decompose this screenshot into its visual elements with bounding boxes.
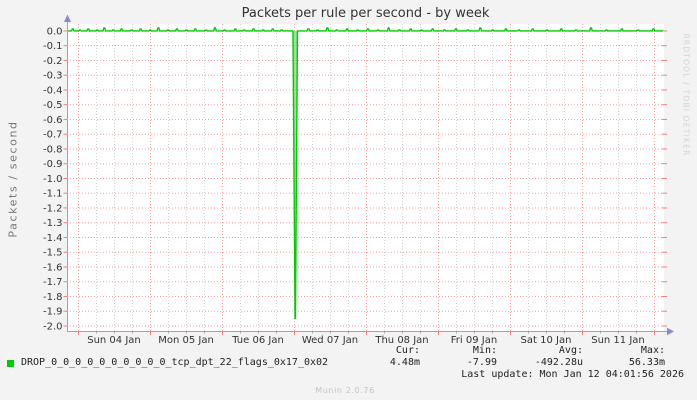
svg-text:-0.1: -0.1 [43, 41, 63, 52]
svg-text:Fri 09 Jan: Fri 09 Jan [451, 335, 497, 346]
axis-ticks [63, 30, 667, 335]
svg-text:-1.6: -1.6 [43, 262, 63, 273]
svg-text:-1.4: -1.4 [43, 233, 63, 244]
stat-value-max: 56.33m [628, 357, 665, 368]
svg-text:-0.8: -0.8 [43, 144, 63, 155]
svg-text:Sun 11 Jan: Sun 11 Jan [591, 335, 645, 346]
svg-text:-0.6: -0.6 [43, 115, 63, 126]
svg-text:-1.3: -1.3 [43, 218, 63, 229]
last-update: Last update: Mon Jan 12 04:01:56 2026 [461, 369, 684, 380]
svg-text:-2.0: -2.0 [43, 321, 63, 332]
stat-header-max: Max: [640, 345, 665, 356]
svg-text:-0.3: -0.3 [43, 71, 63, 82]
svg-text:-0.2: -0.2 [43, 56, 63, 67]
svg-text:-1.1: -1.1 [43, 189, 63, 200]
svg-text:-0.7: -0.7 [43, 130, 63, 141]
y-axis-arrow [64, 14, 71, 22]
svg-text:Sat 10 Jan: Sat 10 Jan [521, 335, 572, 346]
stat-value-min: -7.99 [466, 357, 497, 368]
svg-text:Sun 04 Jan: Sun 04 Jan [87, 335, 141, 346]
stat-header-cur: Cur: [395, 345, 420, 356]
svg-text:Wed 07 Jan: Wed 07 Jan [302, 335, 358, 346]
svg-text:-1.7: -1.7 [43, 277, 63, 288]
svg-text:-1.8: -1.8 [43, 292, 63, 303]
svg-text:-1.9: -1.9 [43, 307, 63, 318]
x-axis-arrow [667, 327, 674, 336]
axis-labels: 0.0 -0.1 -0.2 -0.3 -0.4 -0.5 -0.6 -0.7 -0.8 -0.9 -… [43, 26, 645, 346]
svg-text:-1.0: -1.0 [43, 174, 63, 185]
legend-series-label: DROP_0_0_0_0_0_0_0_0_0_0_tcp_dpt_22_flag… [21, 357, 329, 368]
svg-text:-1.5: -1.5 [43, 248, 63, 259]
stat-value-avg: -492.28u [534, 357, 583, 368]
stat-header-avg: Avg: [558, 345, 583, 356]
svg-text:-0.9: -0.9 [43, 159, 63, 170]
stat-header-min: Min: [472, 345, 497, 356]
series-line [68, 27, 663, 320]
legend-color-swatch [7, 360, 14, 367]
axes [67, 17, 668, 332]
chart-title: Packets per rule per second - by week [241, 6, 490, 21]
svg-text:-0.4: -0.4 [43, 85, 63, 96]
svg-text:-0.5: -0.5 [43, 100, 63, 111]
svg-text:0.0: 0.0 [47, 26, 63, 37]
stat-value-cur: 4.48m [389, 357, 420, 368]
plot-background [67, 24, 664, 331]
svg-text:Thu 08 Jan: Thu 08 Jan [374, 335, 428, 346]
grid-minor [96, 24, 637, 331]
svg-text:Tue 06 Jan: Tue 06 Jan [231, 335, 284, 346]
svg-text:-1.2: -1.2 [43, 203, 63, 214]
svg-text:Mon 05 Jan: Mon 05 Jan [158, 335, 214, 346]
munin-version: Munin 2.0.76 [315, 386, 375, 395]
